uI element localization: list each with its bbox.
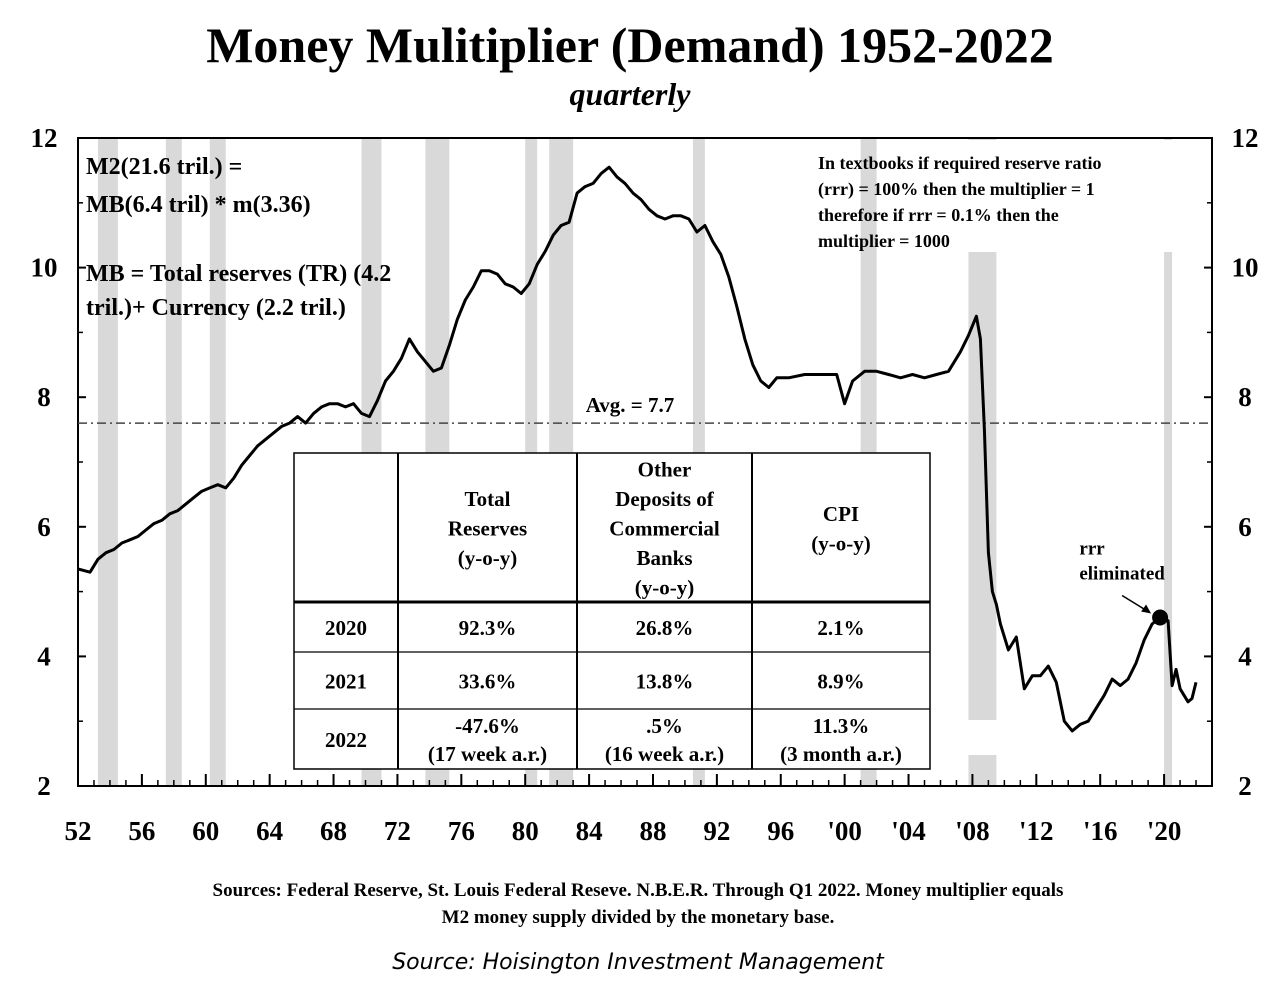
source-credit: Source: Hoisington Investment Management <box>392 950 885 975</box>
y-tick-label-right: 4 <box>1238 641 1252 671</box>
y-tick-label-left: 8 <box>37 382 51 412</box>
table-header-text: Total <box>465 487 511 511</box>
x-tick-label: '08 <box>955 816 990 846</box>
x-tick-label: 64 <box>256 816 283 846</box>
table-header-text: (y-o-y) <box>458 546 517 570</box>
table-header-text: Deposits of <box>615 487 715 511</box>
band-masks <box>294 140 1177 769</box>
table-value-cell: .5% <box>646 714 683 738</box>
x-tick-label: 88 <box>639 816 666 846</box>
x-tick-label: 68 <box>320 816 347 846</box>
table-header-text: (y-o-y) <box>635 576 694 600</box>
table-year-cell: 2022 <box>325 728 367 752</box>
table-value-cell: 8.9% <box>817 670 864 694</box>
rrr-eliminated-point <box>1152 609 1169 626</box>
table-header-text: Commercial <box>609 517 720 541</box>
table-value-cell: 11.3% <box>813 714 870 738</box>
left-annotation: M2(21.6 tril.) = MB(6.4 tril) * m(3.36) … <box>86 154 391 321</box>
y-tick-label-left: 4 <box>37 641 51 671</box>
x-tick-label: 60 <box>192 816 219 846</box>
x-tick-label: '04 <box>891 816 926 846</box>
table-value-cell: -47.6% <box>455 714 520 738</box>
recession-band <box>209 138 226 786</box>
y-axis-right: 2 4 6 8 10 12 <box>1204 123 1259 801</box>
multiplier-line <box>77 165 1198 733</box>
x-axis: 52 56 60 64 68 72 76 80 84 88 92 96 '00 '04 '08 '12 '16 '… <box>65 774 1213 846</box>
table-value-cell: (16 week a.r.) <box>605 742 724 766</box>
table-value-cell: (3 month a.r.) <box>780 742 902 766</box>
x-tick-label: '12 <box>1019 816 1054 846</box>
right-annotation: In textbooks if required reserve ratio (… <box>818 153 1101 251</box>
table-border <box>293 452 931 770</box>
y-tick-label-left: 12 <box>31 123 58 153</box>
x-tick-label: 80 <box>512 816 539 846</box>
table-mask <box>294 453 930 769</box>
x-tick-label: 72 <box>384 816 411 846</box>
x-tick-label: 92 <box>703 816 730 846</box>
table-header-text: CPI <box>823 502 859 526</box>
y-tick-label-left: 6 <box>37 512 51 542</box>
y-tick-label-right: 8 <box>1238 382 1252 412</box>
x-tick-label: 56 <box>128 816 155 846</box>
sources-line2: M2 money supply divided by the monetary … <box>442 907 835 928</box>
table-value-cell: 13.8% <box>636 670 694 694</box>
chart-title: Money Mulitiplier (Demand) 1952-2022 <box>206 17 1054 73</box>
table-year-cell: 2021 <box>325 670 367 694</box>
average-label: Avg. = 7.7 <box>586 393 675 417</box>
data-table: Total Reserves (y-o-y) Other Deposits of Comm… <box>293 452 931 770</box>
right-note-line1: In textbooks if required reserve ratio <box>818 153 1101 173</box>
right-note-line3: therefore if rrr = 0.1% then the <box>818 205 1059 225</box>
y-axis-left: 2 4 6 8 10 12 <box>31 123 86 801</box>
band-gap-mask <box>964 720 1001 755</box>
y-tick-label-right: 6 <box>1238 512 1252 542</box>
recession-band <box>1164 138 1173 786</box>
x-tick-label: 76 <box>448 816 475 846</box>
rrr-arrow <box>1121 594 1152 614</box>
y-tick-label-right: 10 <box>1232 253 1259 283</box>
x-tick-label: '16 <box>1083 816 1118 846</box>
band-top-mask <box>1156 140 1177 252</box>
y-tick-label-left: 10 <box>31 253 58 283</box>
recession-band <box>165 138 182 786</box>
table-value-cell: 2.1% <box>817 616 864 640</box>
table-header-text: (y-o-y) <box>811 531 870 555</box>
chart-subtitle: quarterly <box>570 76 692 112</box>
sources-line1: Sources: Federal Reserve, St. Louis Fede… <box>213 880 1064 901</box>
table-value-cell: 26.8% <box>636 616 694 640</box>
x-tick-label: '20 <box>1147 816 1182 846</box>
table-header-text: Banks <box>636 546 692 570</box>
x-tick-label: 52 <box>65 816 92 846</box>
table-value-cell: (17 week a.r.) <box>428 742 547 766</box>
rrr-label: rrr <box>1079 539 1105 560</box>
left-note-line4: tril.)+ Currency (2.2 tril.) <box>86 295 346 321</box>
table-value-cell: 33.6% <box>459 670 517 694</box>
recession-band <box>97 138 118 786</box>
right-note-line4: multiplier = 1000 <box>818 231 950 251</box>
left-note-line1: M2(21.6 tril.) = <box>86 154 242 180</box>
right-note-line2: (rrr) = 100% then the multiplier = 1 <box>818 179 1095 200</box>
x-tick-label: '00 <box>827 816 862 846</box>
y-tick-label-left: 2 <box>37 771 51 801</box>
left-note-line2: MB(6.4 tril) * m(3.36) <box>86 192 311 218</box>
table-value-cell: 92.3% <box>459 616 517 640</box>
x-tick-label: 96 <box>767 816 794 846</box>
y-tick-label-right: 12 <box>1232 123 1259 153</box>
x-tick-label: 84 <box>576 816 603 846</box>
eliminated-label: eliminated <box>1079 564 1165 585</box>
table-header-text: Other <box>638 458 692 482</box>
table-year-cell: 2020 <box>325 616 367 640</box>
band-top-mask <box>964 140 1001 252</box>
table-header-text: Reserves <box>448 517 527 541</box>
left-note-line3: MB = Total reserves (TR) (4.2 <box>86 261 391 287</box>
y-tick-label-right: 2 <box>1238 771 1252 801</box>
